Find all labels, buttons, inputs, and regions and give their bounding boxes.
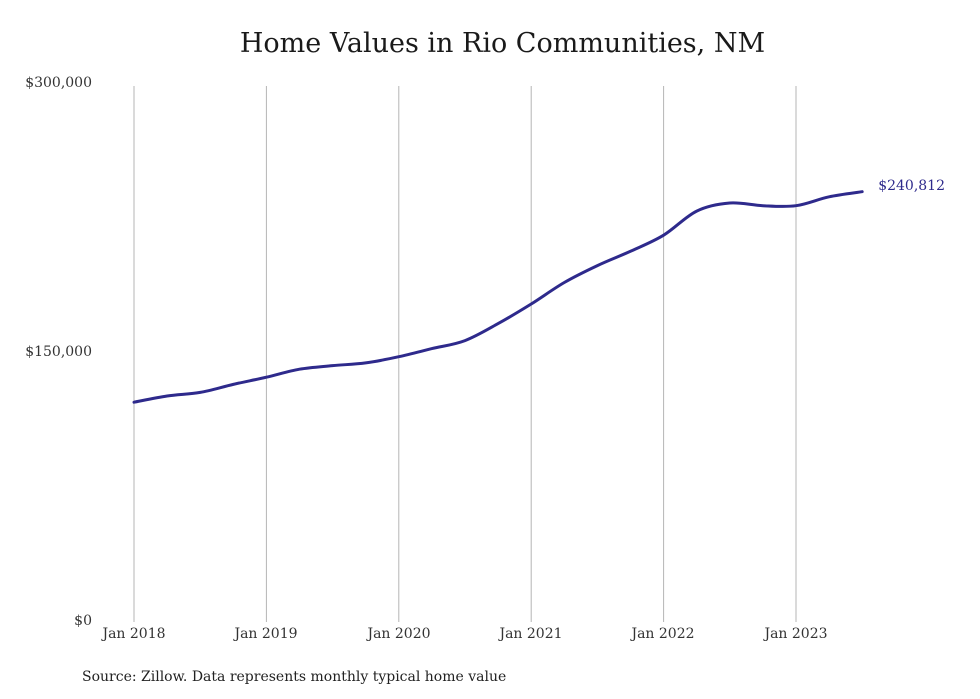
y-tick-label-300000: $300,000: [25, 75, 92, 91]
x-tick-label-2021: Jan 2021: [499, 626, 563, 642]
x-tick-label-2018: Jan 2018: [102, 626, 166, 642]
chart-title: Home Values in Rio Communities, NM: [239, 28, 766, 59]
x-tick-label-2022: Jan 2022: [631, 626, 695, 642]
source-note: Source: Zillow. Data represents monthly …: [82, 669, 507, 685]
x-tick-label-2019: Jan 2019: [234, 626, 298, 642]
x-tick-label-2020: Jan 2020: [367, 626, 431, 642]
series-line-home-value: [132, 190, 864, 404]
x-tick-label-2023: Jan 2023: [764, 626, 828, 642]
end-value-label: $240,812: [878, 177, 945, 194]
y-tick-label-0: $0: [74, 613, 92, 629]
y-tick-label-150000: $150,000: [25, 344, 92, 360]
